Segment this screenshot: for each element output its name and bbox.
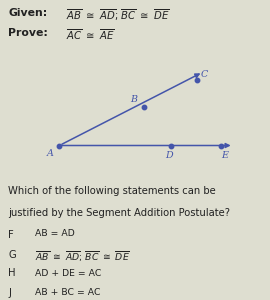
Text: Prove:: Prove:	[8, 28, 48, 38]
Text: F: F	[8, 230, 14, 239]
Text: E: E	[221, 151, 228, 160]
Text: D: D	[165, 151, 173, 160]
Text: J: J	[8, 288, 11, 298]
Text: B: B	[130, 95, 137, 104]
Text: G: G	[8, 250, 16, 260]
Text: Which of the following statements can be: Which of the following statements can be	[8, 186, 216, 196]
Text: A: A	[46, 149, 53, 158]
Text: AD + DE = AC: AD + DE = AC	[35, 268, 102, 278]
Text: justified by the Segment Addition Postulate?: justified by the Segment Addition Postul…	[8, 208, 230, 218]
Text: AB + BC = AC: AB + BC = AC	[35, 288, 101, 297]
Text: H: H	[8, 268, 16, 278]
Text: $\overline{AB}$ $\cong$ $\overline{AD}$; $\overline{BC}$ $\cong$ $\overline{DE}$: $\overline{AB}$ $\cong$ $\overline{AD}$;…	[66, 8, 170, 23]
Text: $\overline{AC}$ $\cong$ $\overline{AE}$: $\overline{AC}$ $\cong$ $\overline{AE}$	[66, 28, 115, 42]
Text: Given:: Given:	[8, 8, 47, 17]
Text: C: C	[200, 70, 207, 79]
Text: $\overline{AB}$ $\cong$ $\overline{AD}$; $\overline{BC}$ $\cong$ $\overline{DE}$: $\overline{AB}$ $\cong$ $\overline{AD}$;…	[35, 250, 130, 264]
Text: AB = AD: AB = AD	[35, 230, 75, 238]
